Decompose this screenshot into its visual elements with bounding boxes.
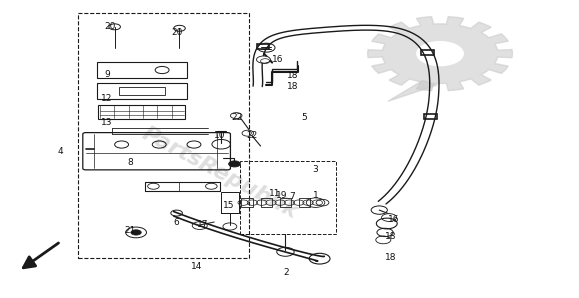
Text: 3: 3 <box>313 165 318 174</box>
Text: 16: 16 <box>272 55 284 64</box>
Circle shape <box>256 56 270 63</box>
Text: 2: 2 <box>284 268 290 277</box>
Text: 9: 9 <box>104 70 110 79</box>
Polygon shape <box>388 80 437 101</box>
Text: 13: 13 <box>101 118 113 127</box>
Text: 11: 11 <box>269 189 281 198</box>
Polygon shape <box>368 17 512 91</box>
Bar <box>78 13 249 258</box>
Bar <box>299 198 310 207</box>
Text: 15: 15 <box>223 201 234 210</box>
Text: 1: 1 <box>313 191 318 200</box>
Bar <box>280 198 291 207</box>
Circle shape <box>382 214 397 221</box>
Text: 12: 12 <box>101 94 113 103</box>
Bar <box>221 192 239 213</box>
Text: 20: 20 <box>104 22 116 31</box>
Bar <box>424 114 437 119</box>
Text: PartsRepublik: PartsRepublik <box>139 123 301 222</box>
Bar <box>261 198 272 207</box>
Text: 14: 14 <box>191 262 203 271</box>
Text: 8: 8 <box>127 158 133 167</box>
Text: 20: 20 <box>171 28 182 37</box>
Bar <box>97 62 186 78</box>
Text: 7: 7 <box>290 192 295 201</box>
Bar <box>98 105 185 119</box>
Bar <box>422 50 434 55</box>
Text: 10: 10 <box>214 131 226 140</box>
Bar <box>97 83 186 99</box>
Text: 4: 4 <box>58 148 64 156</box>
Text: 16: 16 <box>388 215 400 224</box>
Text: 18: 18 <box>287 72 298 80</box>
Bar <box>240 161 336 234</box>
Bar <box>256 44 269 49</box>
Polygon shape <box>417 42 463 66</box>
Text: 17: 17 <box>197 221 208 229</box>
Text: 18: 18 <box>385 232 397 241</box>
Text: 19: 19 <box>276 191 288 200</box>
Text: 22: 22 <box>232 113 243 122</box>
Circle shape <box>131 230 141 235</box>
Text: 21: 21 <box>124 226 136 235</box>
Text: 18: 18 <box>287 82 298 91</box>
Text: 18: 18 <box>385 253 397 262</box>
Text: 5: 5 <box>301 113 307 122</box>
Circle shape <box>229 161 240 167</box>
Text: 22: 22 <box>246 131 258 140</box>
Bar <box>241 198 253 207</box>
Text: 6: 6 <box>174 218 179 226</box>
Bar <box>119 87 165 95</box>
